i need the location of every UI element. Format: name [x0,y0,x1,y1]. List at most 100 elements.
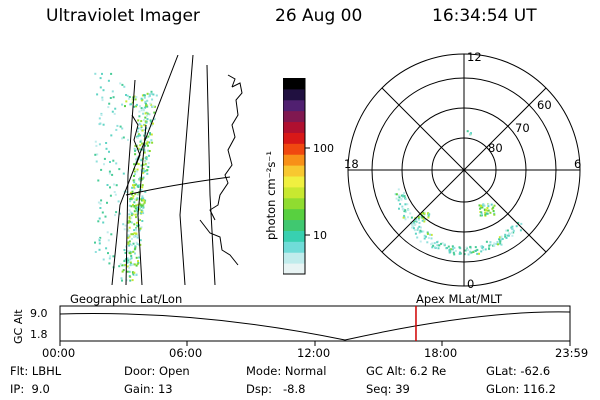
emission-dot [108,170,111,173]
colorbar-band [283,208,305,221]
emission-dot [133,223,136,226]
emission-dot [145,111,148,114]
emission-dot [128,209,131,212]
colorbar-tick-10: 10 [313,229,327,242]
emission-dot [419,240,422,243]
emission-dot [140,205,142,208]
emission-dot [138,202,141,205]
emission-dot [107,252,109,255]
emission-dot [498,236,501,239]
emission-dot [454,249,457,252]
emission-dot [134,207,137,210]
emission-dot [147,144,149,147]
emission-dot [488,244,491,247]
emission-dot [465,246,468,249]
emission-dot [148,141,151,144]
emission-dot [492,206,495,209]
emission-dot [137,262,140,264]
emission-dot [414,219,417,221]
emission-dot [139,207,142,210]
emission-dot [145,156,147,159]
emission-dot [425,235,427,238]
emission-dot [448,251,451,254]
emission-dot [463,253,466,256]
colorbar-band [283,121,305,133]
emission-dot [136,162,139,165]
emission-dot [130,251,133,253]
emission-dot [512,229,515,232]
emission-dot [150,92,153,95]
emission-dot [136,243,139,245]
emission-dot [134,144,137,147]
image-date: 26 Aug 00 [275,6,363,26]
emission-dot [430,243,433,246]
emission-dot [426,241,429,244]
emission-dot [99,122,102,125]
emission-dot [415,218,418,220]
timeline-right-label: Apex MLat/MLT [416,292,503,306]
emission-dot [500,243,503,246]
emission-dot [511,225,514,228]
emission-dot [480,211,483,214]
emission-dot [105,142,108,144]
emission-dot [104,215,107,218]
emission-dot [106,231,109,234]
emission-dot [423,237,426,240]
emission-dot [125,100,128,103]
emission-dot [94,241,96,244]
emission-dot [419,216,421,219]
emission-dot [128,217,131,220]
emission-dot [150,90,153,93]
emission-dot [109,161,111,163]
emission-dot [118,168,121,171]
emission-dot [485,212,488,215]
emission-dot [402,195,404,198]
emission-dot [141,148,144,151]
emission-dot [125,94,127,96]
emission-dot [133,147,136,150]
emission-dot [114,214,117,217]
colorbar-units-text: photon cm⁻²s⁻¹ [264,151,278,240]
glat-value: -62.6 [520,364,551,378]
emission-dot [145,142,148,145]
emission-dot [135,232,138,235]
filter-field: Flt: LBHL [10,364,62,378]
emission-dot [133,201,136,204]
emission-dot [487,205,490,208]
emission-dot [417,217,420,220]
timeline-ytick-9: 9.0 [30,307,48,320]
emission-dot [140,189,143,191]
emission-dot [134,184,137,187]
emission-dot [141,94,144,97]
emission-dot [504,233,507,236]
emission-dot [427,215,430,218]
emission-dot [480,213,483,216]
emission-dot [121,264,124,267]
emission-dot [404,218,407,221]
emission-dot [135,229,138,232]
emission-dot [134,252,136,255]
emission-dot [404,210,407,213]
emission-dot [127,234,130,237]
seq-field: Seq: 39 [366,382,410,396]
emission-dot [109,255,112,258]
emission-dot [140,210,143,213]
colorbar-band [283,252,305,264]
timeline-axis-label: GC Alt [12,309,25,344]
emission-dot [483,208,486,211]
emission-dot [126,265,129,268]
emission-dot [131,193,133,196]
emission-dot [132,250,135,253]
emission-dot [145,103,147,106]
emission-dot [407,216,409,219]
door-value: Open [158,364,190,378]
ip-value: 9.0 [31,382,50,396]
emission-dot [495,243,498,245]
emission-dot [121,270,124,273]
colorbar-band [283,230,305,242]
orbit-timeline: Geographic Lat/Lon Apex MLat/MLT GC Alt … [12,292,588,360]
emission-dot [152,105,155,108]
emission-dot [421,219,424,222]
emission-dot [115,162,118,165]
emission-dot [103,157,106,160]
